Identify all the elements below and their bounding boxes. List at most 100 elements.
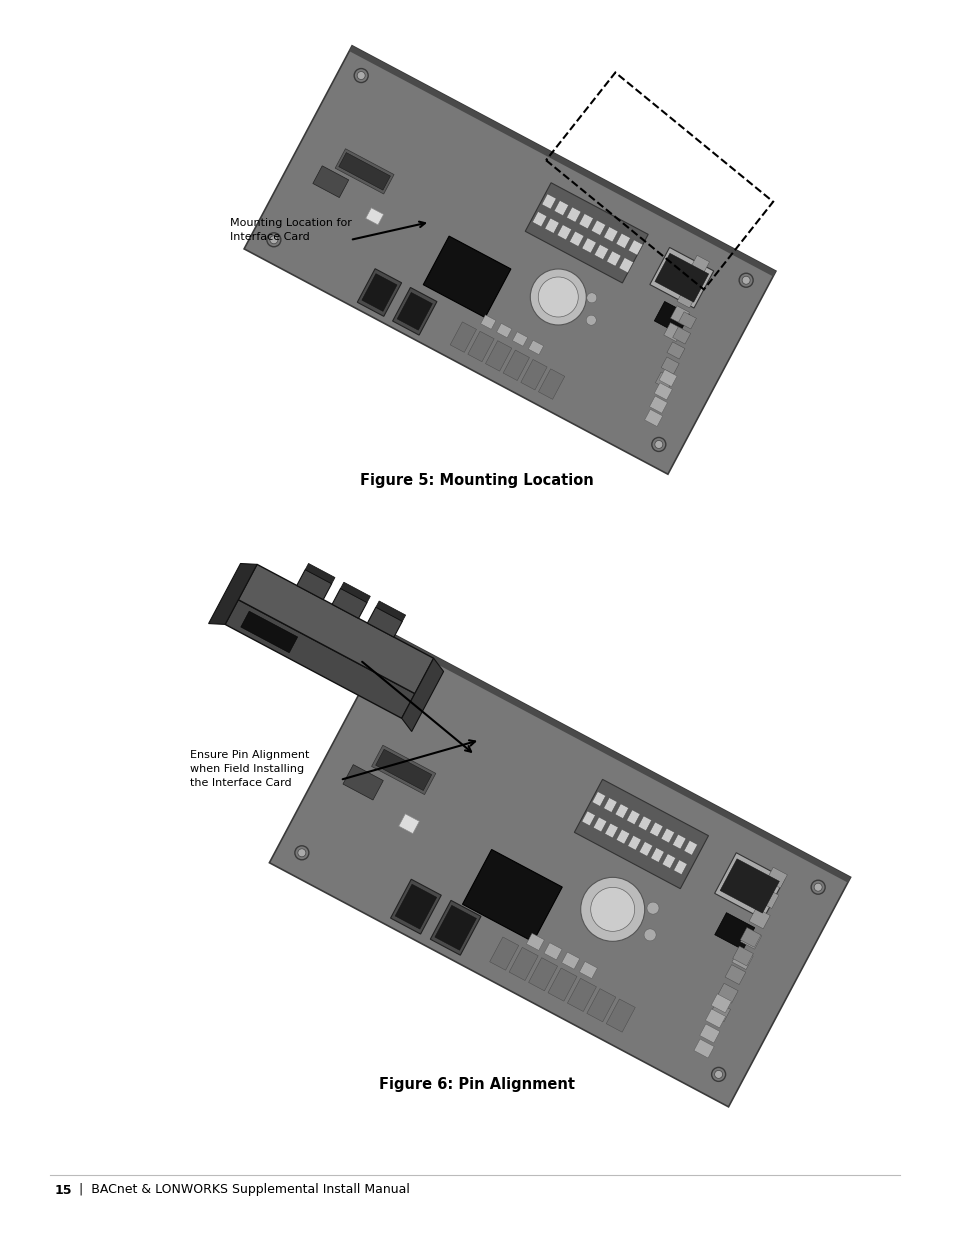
Polygon shape [313,165,349,198]
Polygon shape [225,600,415,719]
Polygon shape [543,942,561,960]
Polygon shape [765,867,786,888]
Polygon shape [670,306,689,325]
Polygon shape [650,847,663,862]
Polygon shape [644,409,662,426]
Polygon shape [606,251,620,267]
Polygon shape [554,200,568,216]
Polygon shape [666,342,684,359]
Polygon shape [616,233,630,248]
Circle shape [530,269,586,325]
Polygon shape [435,905,476,950]
Polygon shape [238,564,434,694]
Circle shape [586,293,597,303]
Polygon shape [390,879,441,934]
Polygon shape [462,850,561,942]
Polygon shape [566,207,580,222]
Polygon shape [591,220,605,236]
Polygon shape [342,764,383,800]
Polygon shape [489,937,518,971]
Polygon shape [709,1002,730,1021]
Polygon shape [748,908,769,929]
Text: |  BACnet & LONWORKS Supplemental Install Manual: | BACnet & LONWORKS Supplemental Install… [75,1183,410,1197]
Polygon shape [732,946,753,966]
Polygon shape [720,858,779,913]
Polygon shape [296,569,332,599]
Polygon shape [605,999,635,1032]
Polygon shape [661,853,675,868]
Polygon shape [603,798,617,813]
Polygon shape [660,357,679,374]
Polygon shape [714,913,754,950]
Circle shape [270,236,277,243]
Circle shape [590,887,634,931]
Circle shape [294,846,309,860]
Polygon shape [654,301,689,333]
Polygon shape [561,952,579,969]
Circle shape [810,881,824,894]
Polygon shape [594,245,608,259]
Circle shape [646,902,659,914]
Polygon shape [544,219,558,233]
Polygon shape [673,860,686,874]
Circle shape [267,232,280,247]
Polygon shape [683,272,702,291]
Polygon shape [672,327,690,345]
Polygon shape [615,804,628,819]
Polygon shape [335,148,394,194]
Polygon shape [485,341,511,372]
Polygon shape [649,396,667,414]
Polygon shape [740,927,760,947]
Polygon shape [305,563,335,584]
Circle shape [651,437,665,452]
Polygon shape [618,258,633,273]
Polygon shape [603,227,618,242]
Polygon shape [361,274,396,311]
Polygon shape [528,340,543,354]
Polygon shape [757,888,778,909]
Polygon shape [717,983,738,1003]
Polygon shape [660,829,674,844]
Polygon shape [740,929,760,950]
Polygon shape [365,207,383,225]
Polygon shape [649,823,662,837]
Polygon shape [714,852,784,919]
Polygon shape [586,989,616,1021]
Polygon shape [672,835,685,850]
Circle shape [394,658,408,673]
Polygon shape [340,582,370,603]
Polygon shape [677,289,696,308]
Polygon shape [659,369,677,387]
Circle shape [739,273,752,288]
Polygon shape [628,240,642,256]
Polygon shape [537,369,564,399]
Polygon shape [604,824,618,839]
Circle shape [297,848,306,857]
Polygon shape [581,811,595,826]
Polygon shape [704,1009,725,1028]
Circle shape [813,883,821,892]
Polygon shape [526,934,544,951]
Polygon shape [509,947,537,981]
Polygon shape [693,1039,714,1058]
Circle shape [356,72,365,79]
Polygon shape [654,383,672,400]
Polygon shape [480,315,496,330]
Polygon shape [678,311,696,329]
Polygon shape [655,372,673,389]
Polygon shape [240,611,297,653]
Circle shape [586,315,596,325]
Polygon shape [398,814,419,834]
Polygon shape [569,231,583,247]
Polygon shape [430,900,480,955]
Polygon shape [269,634,850,1107]
Polygon shape [467,331,494,362]
Polygon shape [627,835,640,850]
Polygon shape [367,608,402,637]
Polygon shape [710,994,731,1013]
Polygon shape [581,238,596,253]
Polygon shape [349,46,775,277]
Polygon shape [396,293,432,330]
Polygon shape [525,183,647,283]
Polygon shape [338,153,390,190]
